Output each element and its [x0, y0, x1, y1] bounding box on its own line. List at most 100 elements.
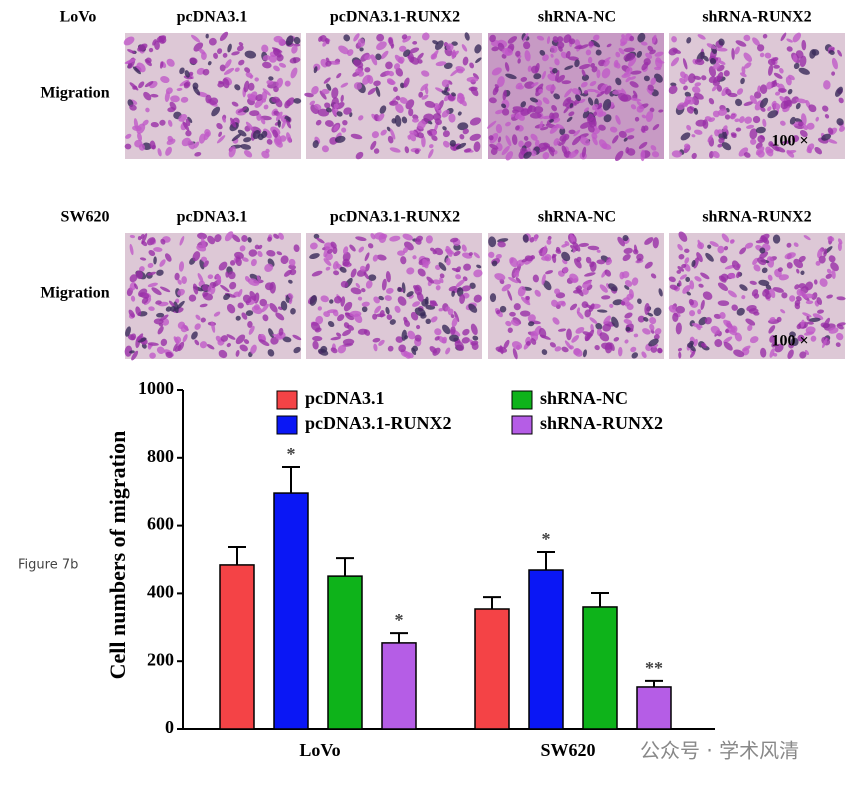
cell: [313, 66, 318, 74]
cell: [446, 43, 454, 51]
cell: [266, 250, 276, 257]
cell: [766, 256, 775, 268]
cell: [723, 336, 733, 344]
cell: [764, 52, 772, 59]
cell: [573, 129, 581, 137]
cell: [617, 236, 626, 247]
legend-label: shRNA-RUNX2: [540, 413, 663, 433]
cell: [814, 146, 823, 155]
cell: [216, 122, 223, 130]
cell: [731, 47, 735, 60]
cell: [315, 315, 324, 325]
cell: [193, 141, 200, 149]
cell: [216, 135, 226, 144]
cell: [370, 54, 378, 66]
cell: [149, 140, 156, 150]
cell: [449, 140, 456, 147]
cell: [472, 73, 479, 80]
cell: [395, 67, 404, 77]
cell: [678, 254, 685, 260]
cell: [326, 83, 332, 91]
cell: [691, 152, 697, 160]
cell: [545, 84, 556, 92]
cell: [416, 324, 421, 330]
cell: [273, 65, 280, 72]
cell: [451, 290, 455, 297]
cell: [451, 49, 456, 60]
cell: [400, 256, 407, 265]
cell: [609, 342, 615, 351]
cell-line-label: SW620: [61, 209, 110, 226]
cell: [522, 33, 529, 42]
cell: [717, 129, 723, 134]
cell: [220, 335, 229, 342]
cell: [159, 286, 171, 293]
cell: [205, 94, 212, 104]
cell: [727, 290, 737, 298]
cell: [454, 340, 465, 351]
cell: [257, 250, 263, 258]
cell: [740, 77, 745, 85]
cell: [286, 120, 292, 129]
legend-label: pcDNA3.1: [305, 388, 385, 408]
cell: [365, 263, 370, 272]
cell: [805, 300, 814, 305]
cell: [530, 150, 537, 157]
micrograph: [668, 231, 846, 360]
cell: [132, 66, 142, 75]
cell: [614, 150, 624, 162]
cell: [234, 251, 244, 260]
cell: [672, 49, 682, 54]
cell: [824, 113, 830, 119]
cell: [602, 98, 612, 111]
cell: [759, 247, 766, 254]
cell: [596, 259, 606, 265]
cell: [136, 123, 146, 134]
cell: [712, 63, 721, 70]
cell: [603, 114, 612, 123]
cell: [445, 347, 451, 355]
cell: [416, 292, 424, 302]
cell: [133, 118, 139, 130]
cell: [139, 266, 145, 272]
cell: [279, 135, 287, 142]
cell: [838, 97, 844, 104]
cell: [694, 58, 705, 66]
cell: [650, 77, 657, 86]
cell: [363, 271, 369, 280]
cell: [217, 48, 223, 55]
cell: [795, 98, 807, 104]
cell: [786, 38, 793, 43]
legend-swatch: [511, 390, 533, 410]
cell: [795, 50, 804, 59]
cell: [185, 130, 192, 137]
cell: [468, 252, 473, 256]
cell: [453, 310, 460, 323]
cell: [226, 343, 231, 348]
cell: [533, 234, 538, 242]
cell: [141, 297, 149, 304]
cell: [684, 91, 692, 98]
cell: [704, 317, 712, 325]
cell: [150, 122, 159, 128]
cell: [129, 274, 138, 283]
cell: [654, 328, 662, 335]
cell: [589, 80, 597, 87]
cell: [647, 45, 654, 52]
cell: [150, 93, 159, 98]
cell: [721, 142, 732, 151]
cell: [608, 283, 618, 292]
cell: [556, 300, 566, 306]
cell: [767, 274, 773, 281]
cell: [828, 327, 839, 334]
cell: [546, 36, 551, 45]
cell: [247, 320, 253, 328]
cell: [395, 95, 401, 101]
cell: [545, 270, 554, 275]
cell: [434, 328, 442, 336]
cell: [336, 73, 342, 79]
cell: [581, 74, 590, 81]
cell: [438, 262, 447, 271]
cell: [342, 258, 350, 267]
cell: [434, 118, 442, 125]
